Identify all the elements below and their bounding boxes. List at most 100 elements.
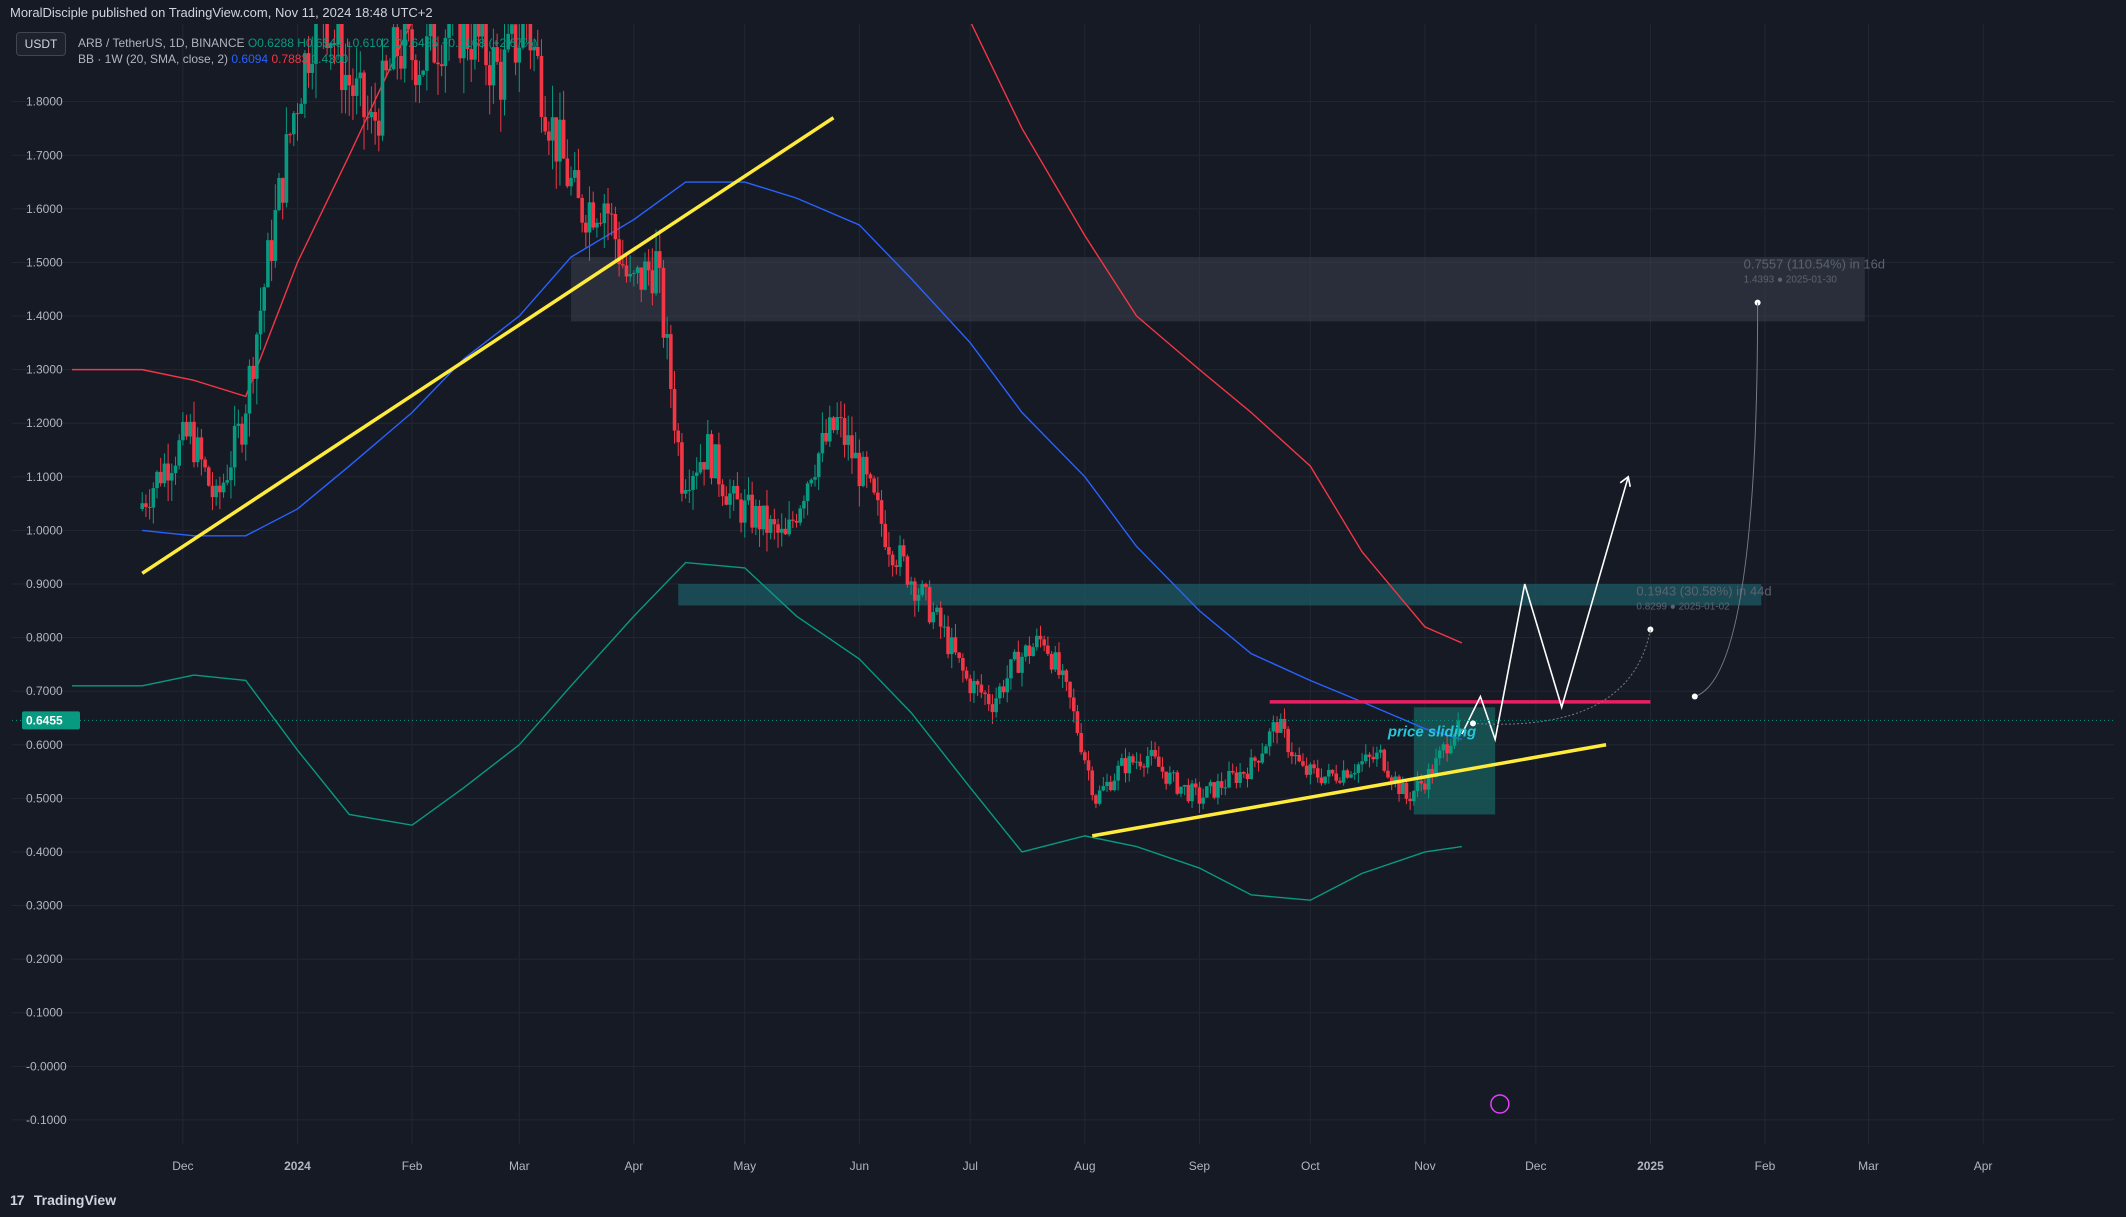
x-tick-label: Sep — [1189, 1159, 1211, 1173]
candle-body — [388, 69, 392, 71]
candle-body — [240, 423, 244, 445]
candle-body — [927, 587, 932, 623]
candle-body — [894, 565, 899, 568]
candle-body — [698, 462, 703, 473]
candle-body — [1260, 753, 1265, 763]
candle-body — [1423, 783, 1427, 790]
candle-body — [983, 692, 987, 695]
x-tick-label: Dec — [1525, 1159, 1546, 1173]
candle-body — [1312, 764, 1316, 769]
candle-body — [1437, 750, 1442, 759]
uptrend-line — [141, 116, 835, 575]
candle-body — [1027, 645, 1032, 656]
candle-body — [410, 29, 414, 61]
candle-body — [550, 117, 555, 141]
candle-body — [901, 545, 906, 557]
candle-body — [1156, 756, 1161, 767]
ohlc-open: O0.6288 — [247, 36, 294, 50]
candle-body — [188, 421, 193, 437]
candle-body — [1064, 670, 1069, 682]
candle-body — [1456, 720, 1460, 735]
candle-body — [835, 417, 839, 431]
bb-basis-value: 0.6094 — [231, 52, 269, 66]
candle-body — [1445, 744, 1449, 754]
candle-body — [624, 265, 629, 277]
tradingview-logo[interactable]: 17 TradingView — [10, 1192, 116, 1208]
candle-body — [1219, 781, 1224, 788]
y-tick-label: 0.5000 — [26, 791, 63, 805]
y-tick-label: 1.1000 — [26, 470, 63, 484]
candle-body — [1349, 774, 1353, 778]
candle-body — [558, 119, 562, 162]
x-tick-label: Oct — [1301, 1159, 1320, 1173]
candle-body — [177, 440, 181, 466]
price-sliding-box — [1413, 707, 1496, 815]
candle-body — [436, 62, 440, 65]
candle-body — [842, 418, 847, 445]
candle-body — [1079, 733, 1083, 753]
y-tick-label: 0.2000 — [26, 952, 63, 966]
y-tick-label: 1.5000 — [26, 255, 63, 269]
candle-body — [484, 24, 488, 66]
candle-body — [1020, 656, 1024, 673]
bb-upper-line — [72, 24, 1463, 644]
candle-body — [802, 501, 806, 509]
candle-body — [1127, 756, 1132, 774]
candle-body — [650, 270, 655, 294]
candle-body — [1023, 645, 1028, 657]
candle-body — [1345, 770, 1350, 778]
candle-body — [735, 485, 740, 500]
candle-body — [358, 72, 363, 79]
candle-body — [447, 24, 451, 38]
currency-button[interactable]: USDT — [16, 32, 66, 56]
candle-body — [794, 520, 799, 523]
candle-body — [347, 74, 352, 86]
candle-body — [746, 494, 751, 501]
candle-body — [587, 202, 592, 233]
publish-info: MoralDisciple published on TradingView.c… — [10, 5, 433, 20]
candle-body — [890, 554, 895, 566]
candle-body — [236, 423, 241, 426]
candle-body — [791, 519, 795, 521]
chart-area[interactable]: 1.8000 1.7000 1.6000 1.5000 1.4000 1.3000 1.20… — [12, 24, 2114, 1180]
x-tick-label: Mar — [509, 1159, 530, 1173]
candle-body — [709, 434, 714, 479]
candle-body — [657, 251, 662, 268]
candle-body — [1179, 786, 1183, 794]
price-chart[interactable]: 1.8000 1.7000 1.6000 1.5000 1.4000 1.3000 1.20… — [12, 24, 2114, 1180]
candle-body — [262, 287, 267, 311]
candle-body — [898, 545, 902, 568]
candle-body — [887, 547, 891, 555]
candle-body — [639, 267, 644, 290]
candle-body — [805, 483, 810, 502]
candle-body — [1031, 647, 1035, 656]
candle-body — [1131, 756, 1135, 763]
candle-body — [602, 203, 607, 224]
candle-body — [1182, 784, 1187, 787]
candle-body — [861, 456, 865, 487]
candle-body — [406, 24, 411, 30]
candle-body — [1293, 754, 1298, 757]
candle-body — [147, 506, 152, 508]
candle-body — [295, 113, 300, 115]
candle-body — [1094, 795, 1098, 804]
candle-body — [1123, 758, 1128, 774]
candle-body — [417, 74, 422, 86]
candle-body — [369, 112, 374, 118]
candle-body — [1249, 757, 1253, 779]
candle-body — [413, 60, 418, 86]
candle-body — [199, 437, 204, 460]
candle-body — [1201, 797, 1205, 804]
candle-body — [669, 334, 673, 390]
y-tick-label: 1.6000 — [26, 202, 63, 216]
candle-body — [354, 78, 359, 96]
ohlc-low: L0.6102 — [345, 36, 390, 50]
candle-body — [166, 463, 170, 481]
candle-body — [1205, 786, 1209, 798]
support-trendline — [1091, 743, 1607, 838]
candle-body — [1197, 787, 1202, 804]
candle-body — [1352, 772, 1357, 775]
candle-body — [1360, 761, 1364, 765]
candle-body — [768, 519, 773, 533]
candle-body — [173, 465, 178, 474]
